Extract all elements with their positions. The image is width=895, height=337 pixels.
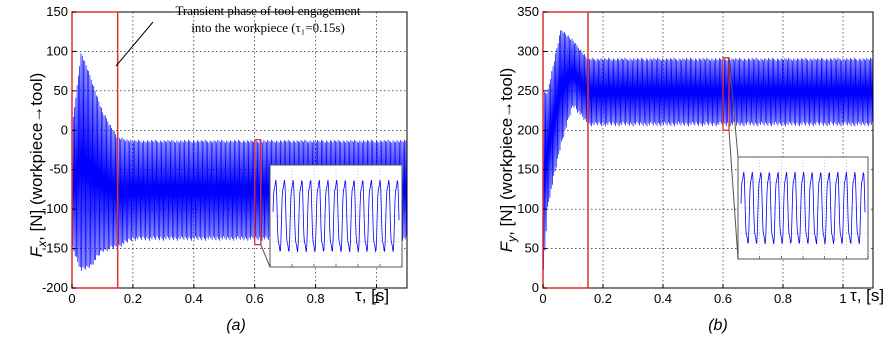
panel-b-xtick-label-5: 1 [839,291,846,306]
panel-b-xtick-label-4: 0.8 [774,291,792,306]
panel-a-ylabel: Fx, [N] (workpiece→tool) [27,73,49,258]
panel-a-ytick-label-5: 50 [54,83,68,98]
panel-a-ytick-label-7: 150 [46,4,68,19]
panel-b-xtick-label-3: 0.6 [714,291,732,306]
panel-b-signal-line [542,30,873,270]
panel-a-ytick-label-3: -50 [49,162,68,177]
panel-a-xtick-label-4: 0.8 [307,291,325,306]
annotation-leader-line [115,21,154,67]
panel-b-inset-connector-1 [728,130,739,260]
transient-annotation: Transient phase of tool engagement into … [115,3,361,67]
panel-b-xtick-label-2: 0.4 [654,291,672,306]
panel-a-xlabel: τ, [s] [355,286,389,305]
panel-a-ytick-label-0: -200 [42,280,68,295]
panel-a-xtick-label-0: 0 [68,291,75,306]
annotation-line-2: into the workpiece (τ₁=0.15s) [191,20,345,35]
panel-b-ytick-label-1: 50 [525,241,539,256]
panel-a-xtick-label-5: 1 [373,291,380,306]
panel-b-ytick-label-7: 350 [517,4,539,19]
panel-a-inset-signal [272,179,400,253]
panel-b-ytick-label-2: 100 [517,201,539,216]
panel-b-transient-box [542,11,589,289]
panel-b-caption: (b) [708,317,728,334]
panel-b-ytick-label-0: 0 [532,280,539,295]
panel-a-ytick-label-6: 100 [46,43,68,58]
panel-a-xtick-label-2: 0.4 [185,291,203,306]
panel-a-caption: (a) [226,317,246,334]
panel-a-zoom-box [254,139,262,246]
panel-b-xtick-label-0: 0 [539,291,546,306]
panel-b-ytick-label-3: 150 [517,162,539,177]
annotation-line-1: Transient phase of tool engagement [175,3,360,18]
panel-b-xtick-label-1: 0.2 [594,291,612,306]
panel-b-inset-signal [740,171,866,245]
panel-a-transient-box [71,11,119,289]
panel-b: 0 0.2 0.4 0.6 0.8 1 0 50 100 150 200 250 300 350 Fy, … [497,4,884,334]
panel-b-inset-connector-2 [728,57,739,158]
panel-a-signal-line [71,53,407,271]
panel-a: 0 0.2 0.4 0.6 0.8 1 -200 -150 -100 -50 0 50 100 150 F… [27,4,408,334]
panel-a-inset-connector-1 [260,244,271,268]
panel-a-ytick-label-2: -100 [42,201,68,216]
panel-b-ytick-label-6: 300 [517,43,539,58]
panel-a-ytick-label-1: -150 [42,241,68,256]
panel-b-ylabel: Fy, [N] (workpiece→tool) [497,68,519,253]
panel-b-xlabel: τ, [s] [850,286,884,305]
panel-a-xtick-label-3: 0.6 [246,291,264,306]
panel-b-ytick-label-4: 200 [517,122,539,137]
panel-b-ytick-label-5: 250 [517,83,539,98]
panel-b-zoom-box [722,57,730,131]
panel-a-xtick-label-1: 0.2 [124,291,142,306]
panel-a-ytick-label-4: 0 [61,122,68,137]
